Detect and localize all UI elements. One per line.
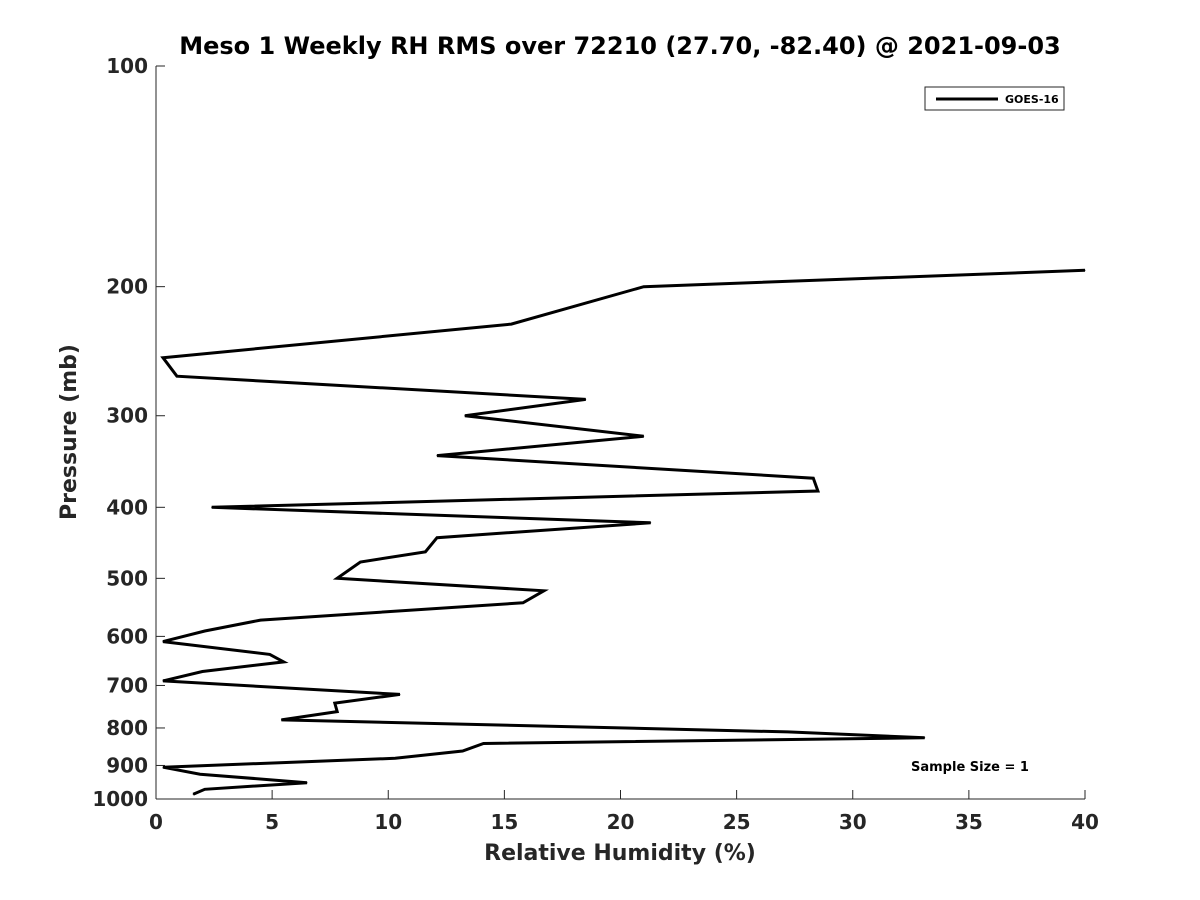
legend: GOES-16 — [924, 86, 1065, 111]
data-point — [280, 719, 282, 721]
data-point — [812, 477, 814, 479]
series-line-goes-16 — [160, 268, 1086, 796]
data-point — [464, 415, 466, 417]
data-point — [643, 435, 645, 437]
y-tick-label: 500 — [106, 566, 148, 590]
x-tick-label: 5 — [265, 810, 279, 834]
x-tick-label: 30 — [839, 810, 867, 834]
data-point — [543, 590, 545, 592]
data-point — [283, 661, 285, 663]
chart-title: Meso 1 Weekly RH RMS over 72210 (27.70, … — [179, 32, 1061, 60]
x-tick-label: 35 — [955, 810, 983, 834]
data-point — [269, 653, 271, 655]
y-tick-label: 800 — [106, 716, 148, 740]
data-point — [162, 766, 164, 768]
y-tick-label: 400 — [106, 495, 148, 519]
y-tick-label: 200 — [106, 275, 148, 299]
y-ticks: 100 200 300 400 500 600 700 800 900 1000 — [92, 54, 165, 811]
data-point — [483, 743, 484, 744]
x-tick-label: 15 — [490, 810, 518, 834]
data-point — [162, 680, 164, 682]
data-point — [787, 731, 789, 733]
data-point — [585, 398, 587, 400]
data-point — [336, 577, 338, 579]
data-point — [199, 773, 201, 775]
data-point — [211, 506, 213, 508]
data-point — [334, 702, 336, 704]
x-axis-label: Relative Humidity (%) — [484, 841, 756, 866]
data-point — [201, 671, 203, 672]
data-point — [204, 788, 206, 790]
data-point — [162, 357, 164, 359]
data-point — [510, 323, 512, 325]
data-point — [424, 551, 426, 553]
y-tick-label: 600 — [106, 624, 148, 648]
data-point — [643, 286, 645, 288]
y-tick-label: 100 — [106, 54, 148, 78]
data-point — [1084, 269, 1086, 271]
sample-size-annotation: Sample Size = 1 — [911, 760, 1029, 775]
data-point — [359, 561, 361, 563]
y-tick-label: 900 — [106, 753, 148, 777]
x-ticks: 0 5 10 15 20 25 30 35 40 — [149, 790, 1099, 834]
x-tick-label: 0 — [149, 810, 163, 834]
y-tick-label: 1000 — [92, 787, 148, 811]
x-tick-label: 25 — [723, 810, 751, 834]
data-point — [394, 757, 396, 759]
data-point — [162, 641, 164, 643]
y-tick-label: 300 — [106, 404, 148, 428]
data-point — [306, 782, 308, 784]
data-point — [176, 375, 178, 377]
data-point — [522, 602, 524, 604]
data-point — [924, 737, 926, 739]
legend-label: GOES-16 — [1005, 93, 1059, 106]
y-axis-label: Pressure (mb) — [57, 344, 82, 520]
x-tick-label: 10 — [374, 810, 402, 834]
series-points — [162, 269, 1086, 795]
data-point — [336, 711, 338, 713]
x-tick-label: 20 — [607, 810, 635, 834]
y-tick-label: 700 — [106, 673, 148, 697]
data-point — [650, 522, 652, 524]
data-point — [260, 619, 261, 621]
data-point — [204, 630, 206, 632]
data-point — [192, 793, 194, 795]
data-point — [399, 693, 401, 695]
x-tick-label: 40 — [1071, 810, 1099, 834]
data-point — [436, 455, 438, 457]
data-point — [462, 750, 464, 752]
data-point — [817, 490, 819, 492]
data-point — [436, 537, 438, 539]
